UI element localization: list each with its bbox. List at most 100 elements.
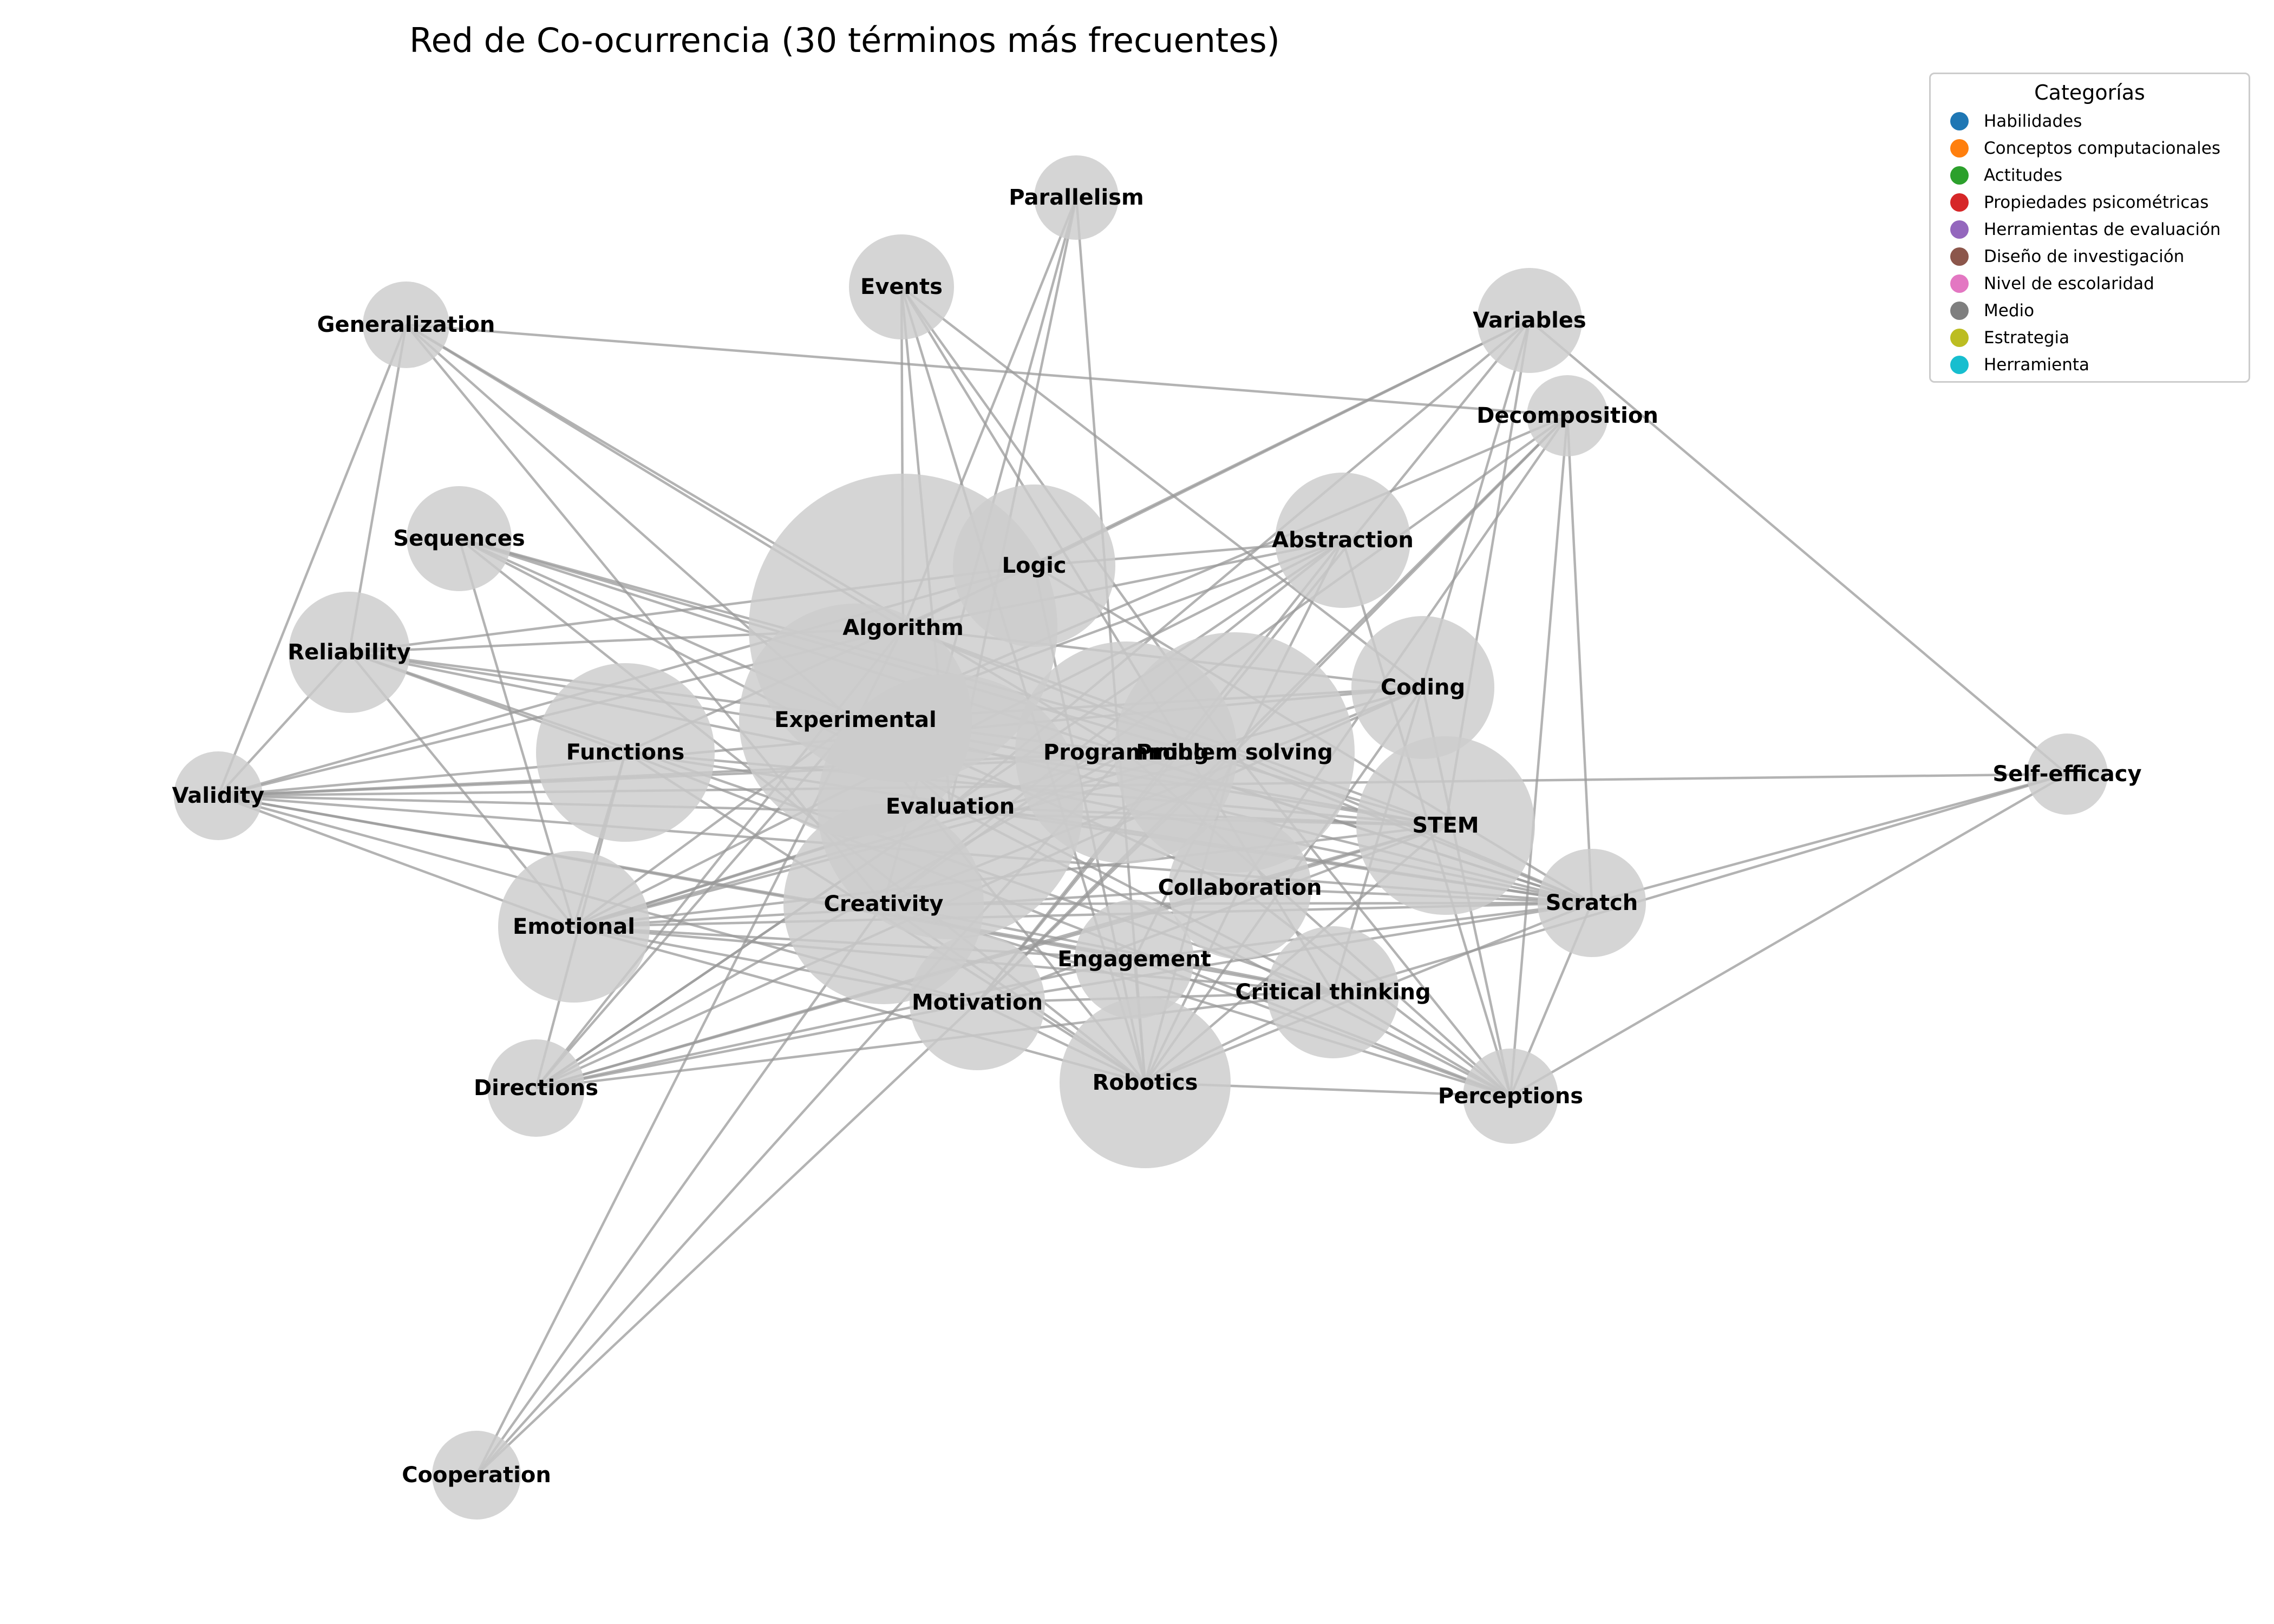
legend-label: Herramienta [1984,355,2090,375]
node-directions [487,1039,585,1137]
node-label-stem: STEM [1412,813,1479,838]
nodes-layer [174,155,2108,1520]
legend-item: Conceptos computacionales [1931,135,2249,162]
legend-label: Nivel de escolaridad [1984,274,2154,293]
legend-swatch [1950,274,1969,293]
node-label-generalization: Generalization [317,312,495,337]
node-label-directions: Directions [474,1076,598,1101]
node-label-creativity: Creativity [824,892,943,916]
node-coding [1351,616,1494,759]
node-label-self_efficacy: Self-efficacy [1992,762,2141,787]
legend-label: Herramientas de evaluación [1984,220,2221,239]
legend-title: Categorías [2034,81,2145,104]
node-label-motivation: Motivation [912,990,1043,1015]
node-events [849,234,954,339]
node-generalization [363,281,449,368]
legend: Categorías Habilidades Conceptos computac… [1929,73,2250,383]
labels-layer: Parallelism Events Generalization Variables… [172,185,2142,1488]
node-variables [1477,268,1582,373]
legend-label: Diseño de investigación [1984,247,2185,266]
node-label-scratch: Scratch [1546,890,1638,915]
node-label-sequences: Sequences [393,526,525,551]
legend-items: Habilidades Conceptos computacionales Acti… [1931,108,2249,378]
legend-item: Herramienta [1931,351,2249,378]
legend-label: Actitudes [1984,166,2063,185]
node-engagement [1075,900,1194,1019]
node-label-logic: Logic [1002,553,1066,578]
node-label-decomposition: Decomposition [1476,403,1658,428]
legend-item: Nivel de escolaridad [1931,270,2249,297]
node-label-algorithm: Algorithm [842,615,964,640]
node-reliability [289,592,410,713]
edge-generalization-validity [217,324,408,796]
edge-variables-logic [1034,319,1530,567]
node-label-programming: Programming [1043,740,1209,765]
node-emotional [498,851,650,1003]
edge-generalization-decomposition [406,323,1568,417]
chart-title: Red de Co-ocurrencia (30 términos más fr… [409,21,1280,60]
node-label-reliability: Reliability [287,640,410,665]
node-label-collaboration: Collaboration [1158,875,1322,900]
node-collaboration [1168,816,1311,959]
legend-label: Estrategia [1984,328,2070,348]
node-sequences [407,486,512,591]
legend-item: Medio [1931,297,2249,324]
legend-swatch [1950,139,1969,158]
legend-label: Habilidades [1984,112,2082,131]
node-label-robotics: Robotics [1093,1070,1198,1095]
node-label-evaluation: Evaluation [886,794,1015,819]
node-label-engagement: Engagement [1057,947,1211,972]
legend-label: Conceptos computacionales [1984,139,2220,158]
node-label-parallelism: Parallelism [1009,185,1143,210]
node-label-events: Events [860,274,943,299]
node-label-problem_solving: Problem solving [1136,740,1333,765]
node-functions [536,663,715,842]
legend-label: Propiedades psicométricas [1984,193,2209,212]
node-problem_solving [1114,632,1355,873]
legend-item: Herramientas de evaluación [1931,216,2249,243]
node-self_efficacy [2027,734,2108,815]
edge-self_efficacy-critical_thinking [1332,772,2068,994]
node-cooperation [432,1431,521,1520]
node-label-variables: Variables [1473,308,1586,333]
node-validity [174,751,263,840]
node-label-experimental: Experimental [774,708,936,732]
legend-swatch [1950,356,1969,374]
legend-swatch [1950,329,1969,347]
node-label-functions: Functions [566,740,685,765]
edge-motivation-cooperation [475,1001,978,1476]
legend-item: Diseño de investigación [1931,243,2249,270]
edge-self_efficacy-scratch [1591,772,2068,905]
edge-self_efficacy-perceptions [1510,773,2068,1097]
node-label-cooperation: Cooperation [402,1463,551,1488]
legend-item: Estrategia [1931,324,2249,351]
legend-item: Habilidades [1931,108,2249,135]
legend-swatch [1950,112,1969,130]
node-label-critical_thinking: Critical thinking [1235,980,1430,1005]
legend-swatch [1950,193,1969,212]
edge-decomposition-scratch [1566,415,1593,903]
node-abstraction [1275,473,1410,608]
legend-item: Actitudes [1931,162,2249,189]
node-scratch [1538,849,1646,957]
legend-swatch [1950,247,1969,266]
edge-creativity-cooperation [475,903,885,1476]
legend-label: Medio [1984,301,2035,320]
legend-item: Propiedades psicométricas [1931,189,2249,216]
node-stem [1356,736,1535,915]
node-decomposition [1527,375,1608,456]
legend-swatch [1950,220,1969,239]
edge-variables-self_efficacy [1528,319,2068,775]
node-label-validity: Validity [172,783,265,808]
legend-swatch [1950,302,1969,320]
node-motivation [910,935,1045,1070]
edge-motivation-directions [535,1001,978,1090]
edge-decomposition-perceptions [1509,415,1569,1097]
legend-swatch [1950,166,1969,185]
node-parallelism [1034,155,1119,240]
node-robotics [1060,997,1231,1168]
node-label-emotional: Emotional [513,914,635,939]
edge-emotional-robotics [573,925,1146,1084]
